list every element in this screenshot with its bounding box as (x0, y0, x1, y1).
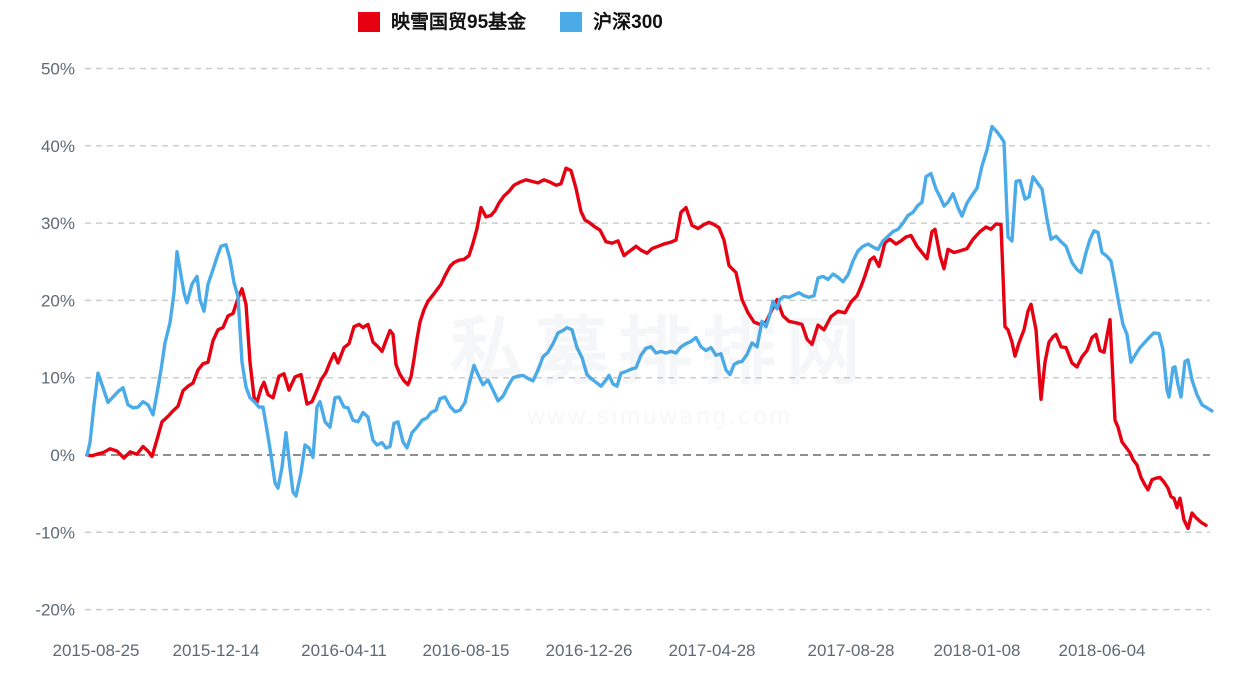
index-series-swatch (560, 12, 583, 32)
x-axis-tick-label: 2018-01-08 (934, 641, 1021, 660)
y-axis-tick-label: 10% (41, 369, 75, 388)
chart-legend: 映雪国贸95基金 沪深300 (358, 12, 663, 32)
y-axis-tick-label: 30% (41, 214, 75, 233)
x-axis-tick-label: 2018-06-04 (1059, 641, 1146, 660)
legend-item-index[interactable]: 沪深300 (560, 12, 663, 32)
x-axis-tick-label: 2016-12-26 (546, 641, 633, 660)
index-series-line (85, 124, 1214, 498)
y-axis-tick-label: 20% (41, 291, 75, 310)
x-axis-tick-label: 2015-08-25 (53, 641, 140, 660)
x-axis-tick-label: 2016-08-15 (423, 641, 510, 660)
x-axis-tick-label: 2016-04-11 (301, 641, 387, 660)
y-axis-tick-label: 50% (41, 60, 75, 79)
fund-series-label: 映雪国贸95基金 (391, 11, 527, 33)
y-axis-tick-label: -20% (35, 601, 75, 620)
y-axis-tick-label: 40% (41, 137, 75, 156)
y-axis-tick-label: 0% (50, 446, 75, 465)
fund-series-line (85, 166, 1208, 531)
fund-series-swatch (358, 12, 380, 32)
legend-item-fund[interactable]: 映雪国贸95基金 (358, 12, 526, 32)
x-axis-tick-label: 2017-08-28 (808, 641, 895, 660)
index-series-label: 沪深300 (593, 11, 663, 33)
y-axis-tick-label: -10% (35, 523, 75, 542)
x-axis-tick-label: 2017-04-28 (669, 641, 756, 660)
x-axis-tick-label: 2015-12-14 (173, 641, 260, 660)
